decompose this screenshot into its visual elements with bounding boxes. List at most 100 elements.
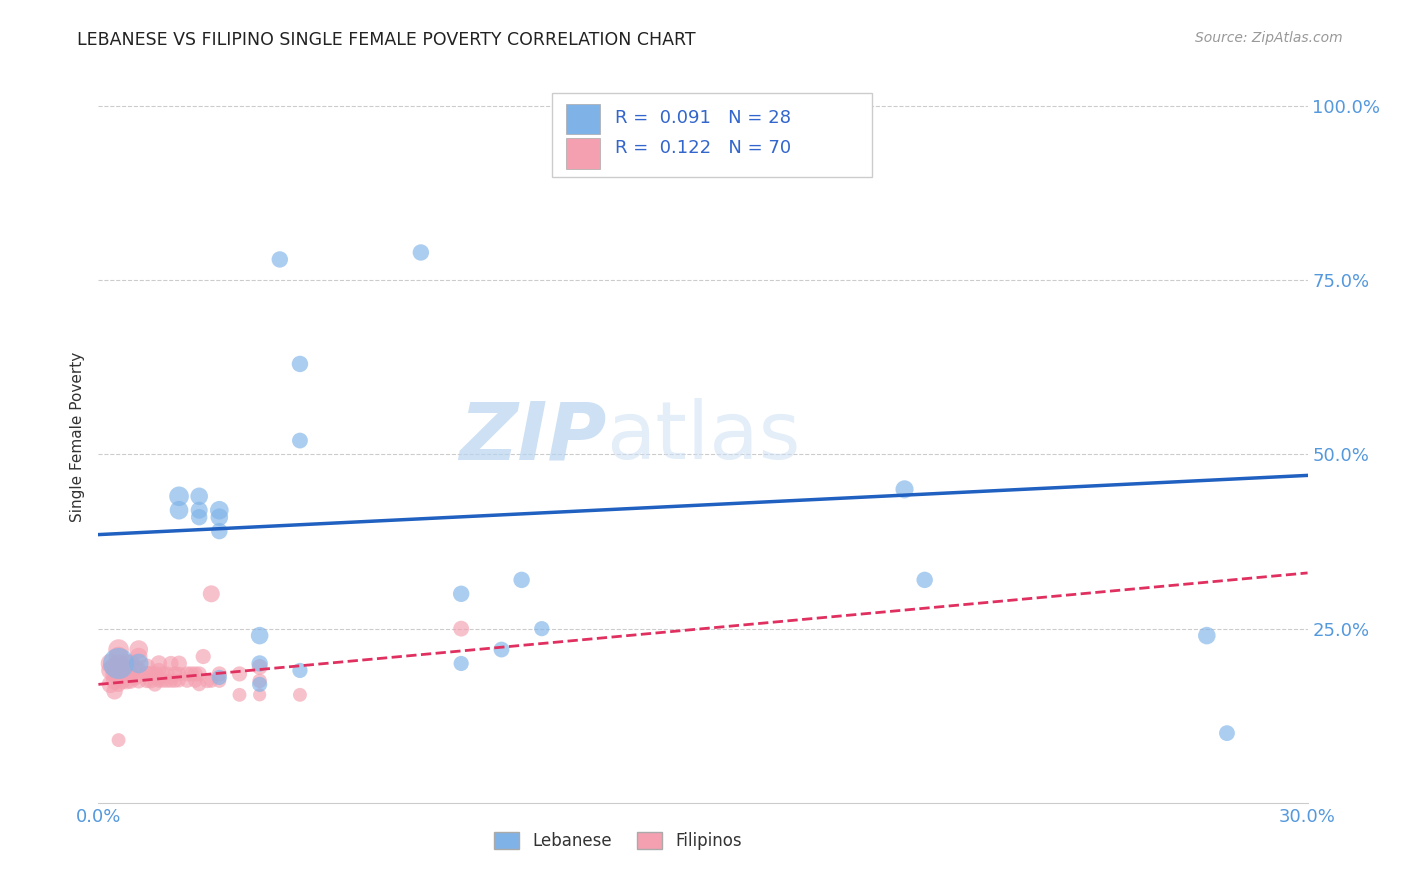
Text: atlas: atlas [606, 398, 800, 476]
Point [103, 684, 125, 698]
Point [249, 629, 271, 643]
Point [288, 664, 311, 678]
Point [143, 677, 166, 691]
Point [184, 667, 207, 681]
Text: LEBANESE VS FILIPINO SINGLE FEMALE POVERTY CORRELATION CHART: LEBANESE VS FILIPINO SINGLE FEMALE POVER… [77, 31, 696, 49]
Point [249, 677, 271, 691]
Point [107, 664, 129, 678]
Point [208, 670, 231, 684]
Point [491, 642, 513, 657]
FancyBboxPatch shape [551, 94, 872, 178]
FancyBboxPatch shape [567, 138, 600, 169]
Point [107, 642, 129, 657]
Point [100, 664, 122, 678]
Point [148, 673, 170, 688]
Point [167, 657, 190, 671]
Point [148, 657, 170, 671]
Text: R =  0.091   N = 28: R = 0.091 N = 28 [614, 110, 790, 128]
Point [450, 622, 472, 636]
Point [510, 573, 533, 587]
Point [120, 673, 142, 688]
Point [139, 667, 162, 681]
Point [176, 673, 198, 688]
Point [135, 673, 157, 688]
Point [139, 673, 162, 688]
Point [180, 667, 202, 681]
Point [120, 667, 142, 681]
Point [893, 483, 915, 497]
Point [148, 664, 170, 678]
Point [135, 660, 157, 674]
Text: R =  0.122   N = 70: R = 0.122 N = 70 [614, 139, 790, 157]
Point [128, 664, 150, 678]
Point [128, 673, 150, 688]
Point [128, 642, 150, 657]
Point [208, 503, 231, 517]
Point [914, 573, 936, 587]
FancyBboxPatch shape [567, 103, 600, 135]
Point [188, 667, 211, 681]
Point [249, 673, 271, 688]
Point [103, 667, 125, 681]
Point [288, 434, 311, 448]
Point [193, 649, 215, 664]
Y-axis label: Single Female Poverty: Single Female Poverty [69, 352, 84, 522]
Point [107, 657, 129, 671]
Point [103, 660, 125, 674]
Point [208, 667, 231, 681]
Point [111, 660, 134, 674]
Point [530, 622, 553, 636]
Point [228, 688, 250, 702]
Point [167, 489, 190, 503]
Point [115, 657, 138, 671]
Point [111, 667, 134, 681]
Point [249, 688, 271, 702]
Point [167, 667, 190, 681]
Point [163, 667, 186, 681]
Text: Source: ZipAtlas.com: Source: ZipAtlas.com [1195, 31, 1343, 45]
Point [103, 673, 125, 688]
Point [249, 660, 271, 674]
Point [188, 510, 211, 524]
Point [288, 688, 311, 702]
Point [200, 587, 222, 601]
Point [107, 649, 129, 664]
Point [450, 587, 472, 601]
Text: ZIP: ZIP [458, 398, 606, 476]
Point [409, 245, 432, 260]
Point [107, 670, 129, 684]
Point [188, 503, 211, 517]
Legend: Lebanese, Filipinos: Lebanese, Filipinos [488, 825, 749, 856]
Point [111, 673, 134, 688]
Point [163, 673, 186, 688]
Point [100, 657, 122, 671]
Point [156, 667, 179, 681]
Point [188, 677, 211, 691]
Point [249, 657, 271, 671]
Point [124, 670, 146, 684]
Point [1195, 629, 1218, 643]
Point [208, 673, 231, 688]
Point [128, 657, 150, 671]
Point [184, 673, 207, 688]
Point [208, 524, 231, 538]
Point [107, 677, 129, 691]
Point [120, 657, 142, 671]
Point [176, 667, 198, 681]
Point [188, 489, 211, 503]
Point [156, 673, 179, 688]
Point [167, 673, 190, 688]
Point [128, 649, 150, 664]
Point [107, 733, 129, 747]
Point [160, 657, 183, 671]
Point [124, 660, 146, 674]
Point [115, 673, 138, 688]
Point [152, 667, 174, 681]
Point [200, 673, 222, 688]
Point [288, 357, 311, 371]
Point [135, 667, 157, 681]
Point [450, 657, 472, 671]
Point [195, 673, 218, 688]
Point [143, 667, 166, 681]
Point [167, 503, 190, 517]
